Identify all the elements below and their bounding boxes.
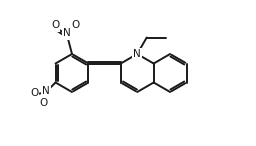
Text: N: N	[133, 49, 141, 59]
Text: N: N	[42, 86, 50, 95]
Text: O: O	[30, 88, 38, 99]
Text: O: O	[39, 99, 47, 108]
Text: O: O	[51, 20, 59, 31]
Text: O: O	[71, 20, 79, 31]
Text: N: N	[63, 28, 71, 39]
